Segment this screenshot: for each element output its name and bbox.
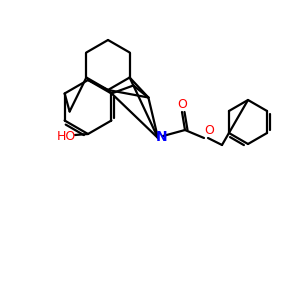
Text: O: O [177, 98, 187, 112]
Text: N: N [156, 130, 168, 144]
Text: O: O [204, 124, 214, 137]
Text: HO: HO [56, 130, 76, 142]
